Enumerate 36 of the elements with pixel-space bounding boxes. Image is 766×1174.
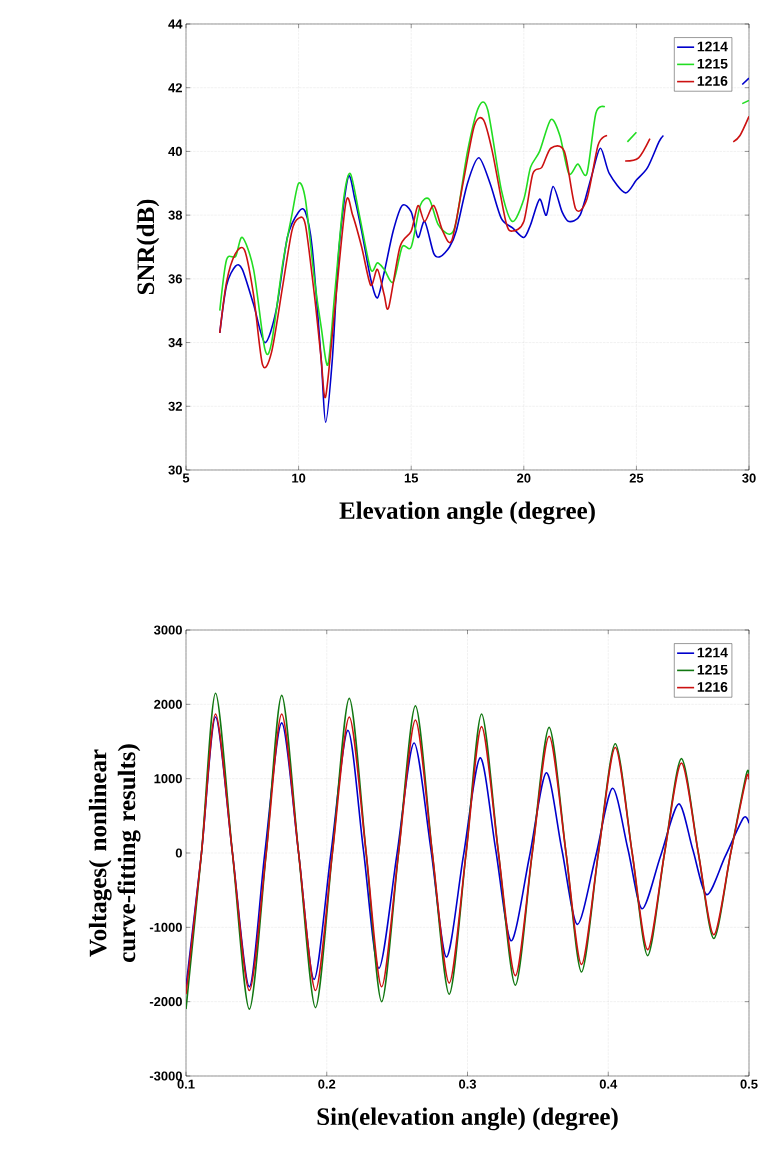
- x-tick-label: 25: [629, 473, 644, 483]
- x-tick-label: 30: [742, 473, 756, 483]
- y-tick-label: 2000: [154, 699, 182, 709]
- x-tick-label: 0.1: [177, 1079, 195, 1089]
- legend-label: 1215: [697, 664, 728, 675]
- y-tick-label: 40: [168, 146, 182, 156]
- legend-label: 1215: [697, 58, 728, 69]
- y-tick-label: 1000: [154, 774, 182, 784]
- x-tick-label: 15: [404, 473, 419, 483]
- x-tick-label: 5: [182, 473, 190, 483]
- y-tick-label: -1000: [149, 922, 182, 932]
- x-axis-title: Sin(elevation angle) (degree): [317, 1107, 618, 1131]
- x-tick-label: 0.5: [740, 1079, 758, 1089]
- y-tick-label: 30: [168, 465, 182, 475]
- y-tick-label: 32: [168, 401, 182, 411]
- y-tick-label: 3000: [153, 625, 182, 635]
- x-tick-label: 10: [292, 473, 306, 483]
- y-tick-label: -2000: [149, 997, 182, 1007]
- x-tick-label: 20: [517, 473, 531, 483]
- legend-label: 1216: [697, 75, 728, 86]
- y-tick-label: 42: [168, 83, 182, 93]
- legend-label: 1216: [697, 682, 728, 692]
- y-tick-label: 0: [175, 848, 182, 858]
- y-tick-label: 34: [168, 337, 183, 348]
- y-tick-label: 44: [168, 19, 183, 29]
- x-axis-title: Elevation angle (degree): [339, 501, 595, 525]
- y-axis-title: Voltages( nonlinear curve-fitting results): [88, 744, 141, 962]
- x-tick-label: 0.4: [599, 1079, 618, 1089]
- x-tick-label: 0.3: [459, 1079, 477, 1089]
- y-tick-label: -3000: [149, 1071, 182, 1081]
- y-axis-title: SNR(dB): [136, 199, 160, 295]
- y-tick-label: 38: [168, 210, 183, 220]
- legend-label: 1214: [697, 647, 728, 658]
- legend-label: 1214: [697, 41, 728, 52]
- y-tick-label: 36: [168, 274, 183, 284]
- x-tick-label: 0.2: [318, 1079, 336, 1089]
